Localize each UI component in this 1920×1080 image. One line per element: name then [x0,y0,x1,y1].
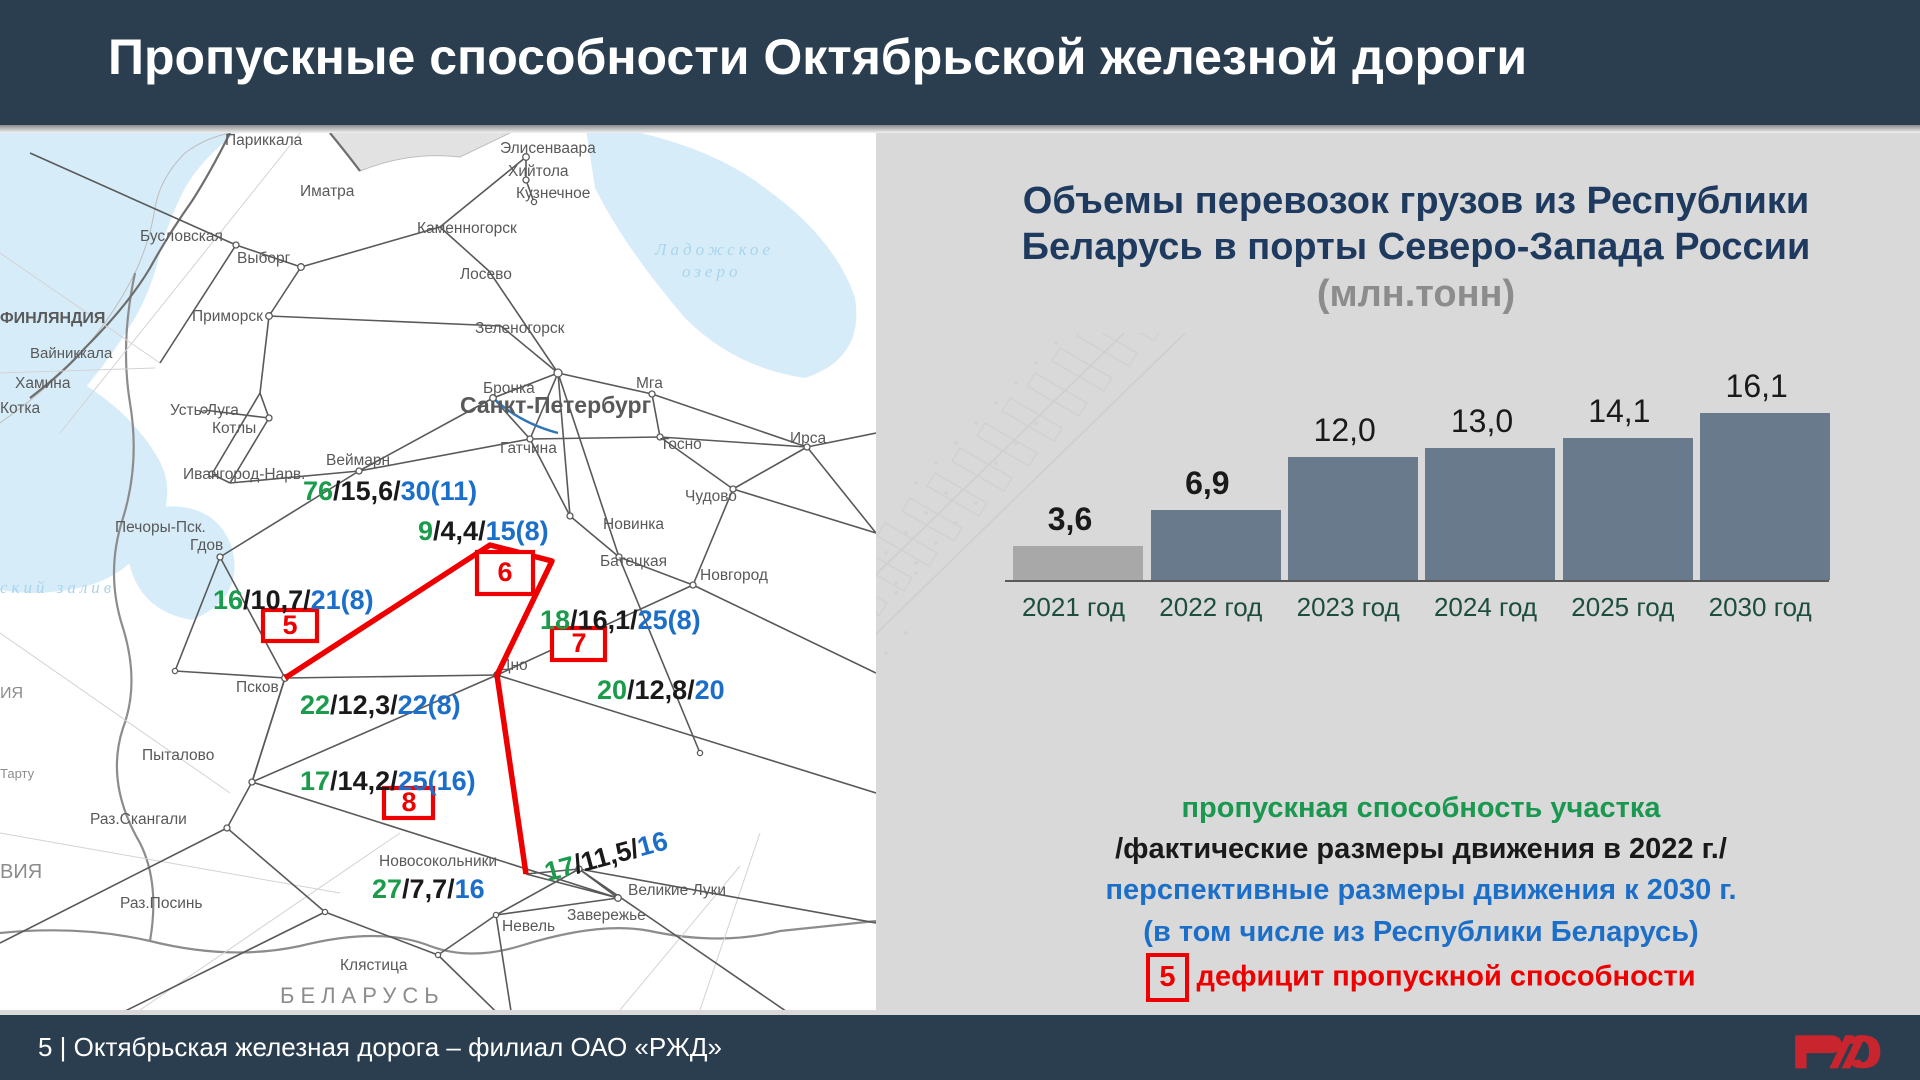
svg-text:Гатчина: Гатчина [500,440,557,457]
svg-text:ИЯ: ИЯ [0,685,23,702]
svg-text:Невель: Невель [502,918,555,935]
svg-text:Иматра: Иматра [300,183,355,200]
svg-text:Новосокольники: Новосокольники [379,853,497,870]
svg-text:76/15,6/30(11): 76/15,6/30(11) [303,476,477,506]
svg-text:Батецкая: Батецкая [600,553,667,570]
svg-text:Санкт-Петербург: Санкт-Петербург [460,392,651,418]
svg-text:17/14,2/25(16): 17/14,2/25(16) [300,766,476,796]
svg-text:Лосево: Лосево [460,266,512,283]
svg-text:Бусловская: Бусловская [140,228,223,245]
svg-text:Пыталово: Пыталово [142,747,214,764]
svg-text:Усть-Луга: Усть-Луга [170,402,239,419]
svg-text:Кузнечное: Кузнечное [516,185,590,202]
svg-text:Ивангород-Нарв.: Ивангород-Нарв. [183,466,305,483]
svg-text:Гдов: Гдов [190,537,223,554]
svg-text:Приморск: Приморск [192,308,263,325]
svg-text:Тарту: Тарту [0,766,35,781]
svg-text:ВИЯ: ВИЯ [0,861,42,883]
svg-text:Зеленогорск: Зеленогорск [475,320,565,337]
svg-text:Клястица: Клястица [340,957,408,974]
svg-text:Элисенваара: Элисенваара [500,140,596,157]
svg-text:18/16,1/25(8): 18/16,1/25(8) [540,605,701,635]
svg-text:16/10,7/21(8): 16/10,7/21(8) [213,585,374,615]
svg-text:Раз.Посинь: Раз.Посинь [120,895,203,912]
svg-text:Париккала: Париккала [225,133,303,149]
svg-text:6: 6 [497,557,512,587]
svg-text:Новгород: Новгород [700,567,768,584]
svg-text:Ладожское: Ладожское [654,240,774,259]
svg-text:22/12,3/22(8): 22/12,3/22(8) [300,690,461,720]
svg-text:Ирса: Ирса [790,430,827,447]
svg-text:9/4,4/15(8): 9/4,4/15(8) [418,516,549,546]
svg-text:Великие Луки: Великие Луки [628,882,726,899]
svg-text:27/7,7/16: 27/7,7/16 [372,874,485,904]
svg-text:Чудово: Чудово [685,488,737,505]
svg-text:Печоры-Пск.: Печоры-Пск. [115,519,206,536]
svg-text:20/12,8/20: 20/12,8/20 [597,675,725,705]
svg-text:Котлы: Котлы [212,420,256,437]
svg-text:Хамина: Хамина [15,375,71,392]
svg-text:Раз.Скангали: Раз.Скангали [90,811,187,828]
svg-text:Выборг: Выборг [237,250,291,267]
svg-text:ский залив: ский залив [0,578,115,597]
svg-text:Каменногорск: Каменногорск [417,220,517,237]
svg-text:ФИНЛЯНДИЯ: ФИНЛЯНДИЯ [0,310,105,327]
svg-text:Котка: Котка [0,400,41,417]
svg-text:Веймарн: Веймарн [326,452,390,469]
svg-text:Псков: Псков [236,679,279,696]
svg-text:Завережье: Завережье [567,907,646,924]
svg-text:БЕЛАРУСЬ: БЕЛАРУСЬ [280,983,445,1008]
svg-text:Новинка: Новинка [603,516,664,533]
svg-text:Тосно: Тосно [660,436,702,453]
svg-text:озеро: озеро [682,262,741,281]
svg-text:Хийтола: Хийтола [508,163,569,180]
svg-text:Мга: Мга [636,375,663,392]
svg-text:Вайниккала: Вайниккала [30,345,113,362]
